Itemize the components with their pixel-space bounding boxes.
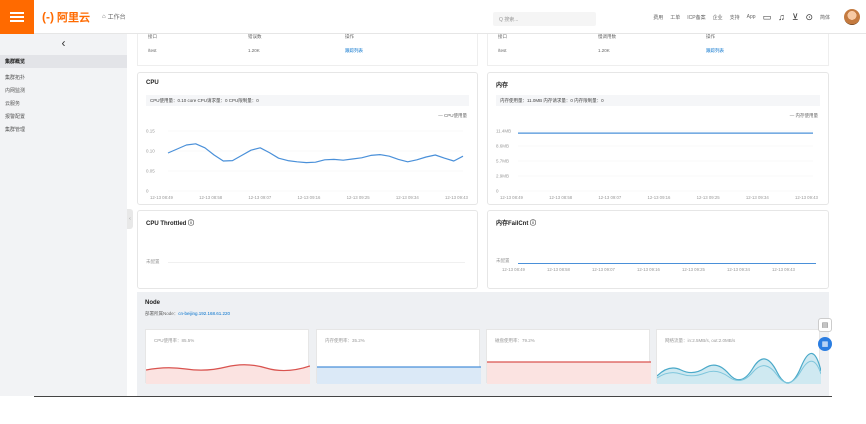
x-tick-label: 12-13 09:25 [347,195,371,200]
x-tick-label: 12-13 08:58 [549,195,573,200]
sidebar-item-overview[interactable]: 集群概览 [0,55,127,68]
node-title: Node [145,300,160,306]
workbench-link[interactable]: ⌂ 工作台 [102,13,126,22]
node-link[interactable]: cn-beijing.192.168.61.220 [178,311,231,316]
x-tick-label: 12-13 09:25 [697,195,721,200]
x-tick-label: 12-13 08:49 [150,195,174,200]
x-tick-label: 12-13 09:43 [795,195,819,200]
logo[interactable]: (-) 阿里云 [42,9,90,24]
chevron-left-icon[interactable]: ‹ [61,36,66,50]
y-tick-label: 0.15 [146,129,155,134]
no-data-label: 未配置 [146,259,160,264]
x-tick-label: 12-13 08:49 [500,195,524,200]
sparkline [657,352,821,384]
baseline [168,262,465,263]
x-tick-label: 12-13 09:07 [592,267,615,272]
language-switch[interactable]: 简体 [819,14,830,21]
sidebar-item-alerts[interactable]: 报警配置 [5,114,26,120]
collapse-handle[interactable]: ‹ [127,209,133,229]
x-tick-label: 12-13 09:43 [445,195,469,200]
message-icon[interactable]: ▭ [762,11,772,22]
cpu-chart: 0.15 0.10 0.05 012-13 08:49 12-13 08:58 12-13… [146,129,469,201]
y-tick-label: 8.6MB [496,144,509,149]
nav-app[interactable]: App [746,14,756,20]
sidebar-item-network[interactable]: 内网监测 [5,88,26,94]
sparkline [146,364,310,384]
memory-usage-card[interactable]: 内存使用率：35.2% [316,329,481,384]
x-tick-label: 12-13 09:34 [396,195,420,200]
cpu-throttled-card: CPU Throttled ⓘ 未配置 [137,210,478,289]
memory-card: 内存 内存使用量：11.0MB 内存请求量：0 内存限制量：0 — 内存使用量 … [487,72,829,205]
main-content: 接口 错误数 操作 /test 1.20K 跟踪列表 接口 慢调用数 操作 /t… [137,34,829,396]
y-tick-label: 0.05 [146,169,155,174]
home-icon: ⌂ [102,13,106,20]
network-traffic-card[interactable]: 网络流量：in:2.5MB/s, out:2.0MB/s [656,329,821,384]
memory-stats: 内存使用量：11.0MB 内存请求量：0 内存限制量：0 [496,95,820,106]
node-subtitle: 部署所属Node：cn-beijing.192.168.61.220 [145,311,231,316]
slow-table: 接口 慢调用数 操作 /test 1.20K 跟踪列表 [487,34,829,66]
trace-list-link[interactable]: 跟踪列表 [345,48,363,53]
cart-icon[interactable]: ⊻ [791,11,799,22]
cpu-throttled-title: CPU Throttled ⓘ [146,221,194,227]
cpu-title: CPU [146,80,159,86]
cpu-stats: CPU使用量：0.10 core CPU请求量：0 CPU限制量：0 [146,95,469,106]
avatar[interactable] [844,9,860,25]
sparkline [317,366,481,384]
x-tick-label: 12-13 09:07 [248,195,272,200]
cpu-legend[interactable]: — CPU使用量 [438,113,467,118]
cpu-card: CPU CPU使用量：0.10 core CPU请求量：0 CPU限制量：0 —… [137,72,478,205]
memory-title: 内存 [496,83,509,89]
sidebar-item-cloud[interactable]: 云服务 [5,101,21,107]
nav-icp[interactable]: ICP备案 [687,14,706,21]
mem-failcnt-title: 内存FailCnt ⓘ [496,221,536,227]
no-data-label: 未配置 [496,258,510,263]
nav-tickets[interactable]: 工单 [670,14,681,21]
sidebar: ‹ 集群概览 集群拓扑 内网监测 云服务 报警配置 集群管理 [0,34,127,396]
top-bar: (-) 阿里云 ⌂ 工作台 Q 搜索... 费用 工单 ICP备案 企业 支持 Ap… [0,0,866,34]
error-table: 接口 错误数 操作 /test 1.20K 跟踪列表 [137,34,478,66]
y-tick-label: 0 [146,189,149,194]
x-tick-label: 12-13 09:34 [727,267,750,272]
help-icon[interactable]: ⊙ [805,11,813,22]
series-line [167,143,464,164]
sparkline [487,361,651,384]
x-tick-label: 12-13 09:16 [298,195,322,200]
nav-support[interactable]: 支持 [729,14,740,21]
cpu-usage-card[interactable]: CPU使用率：85.5% [145,329,310,384]
nav-enterprise[interactable]: 企业 [712,14,723,21]
trace-list-link[interactable]: 跟踪列表 [706,48,724,53]
y-tick-label: 11.4MB [496,129,511,134]
top-nav: 费用 工单 ICP备案 企业 支持 App ▭ ♫ ⊻ ⊙ 简体 [653,0,830,34]
disk-usage-card[interactable]: 磁盘使用率：79.2% [486,329,651,384]
menu-icon[interactable] [0,0,34,34]
bell-icon[interactable]: ♫ [778,12,785,22]
x-tick-label: 12-13 08:58 [199,195,223,200]
x-tick-label: 12-13 09:07 [598,195,622,200]
memory-chart: 11.4MB 8.6MB 5.7MB 2.9MB 012-13 08:49 12-13 0… [496,129,819,201]
x-tick-label: 12-13 08:49 [502,267,525,272]
feedback-icon[interactable]: ▤ [818,318,832,332]
sidebar-item-manage[interactable]: 集群管理 [5,127,26,133]
y-tick-label: 2.9MB [496,174,509,179]
search-input[interactable]: Q 搜索... [493,12,596,26]
x-tick-label: 12-13 09:16 [637,267,660,272]
assistant-icon[interactable]: ▦ [818,337,832,351]
y-tick-label: 0.10 [146,149,155,154]
mem-failcnt-card: 内存FailCnt ⓘ 未配置 12-13 08:49 12-13 08:58 12… [487,210,829,289]
x-axis: 12-13 08:49 12-13 08:58 12-13 09:07 12-13 0… [488,267,830,275]
x-tick-label: 12-13 09:34 [746,195,770,200]
x-tick-label: 12-13 09:16 [648,195,672,200]
x-tick-label: 12-13 08:58 [547,267,570,272]
x-tick-label: 12-13 09:25 [682,267,705,272]
x-tick-label: 12-13 09:43 [772,267,795,272]
divider [34,396,832,397]
y-tick-label: 5.7MB [496,159,509,164]
memory-legend[interactable]: — 内存使用量 [789,113,818,118]
nav-fees[interactable]: 费用 [653,14,664,21]
sidebar-item-topology[interactable]: 集群拓扑 [5,75,26,81]
node-section: Node 部署所属Node：cn-beijing.192.168.61.220 … [137,292,829,396]
y-tick-label: 0 [496,189,499,194]
baseline [518,263,816,264]
